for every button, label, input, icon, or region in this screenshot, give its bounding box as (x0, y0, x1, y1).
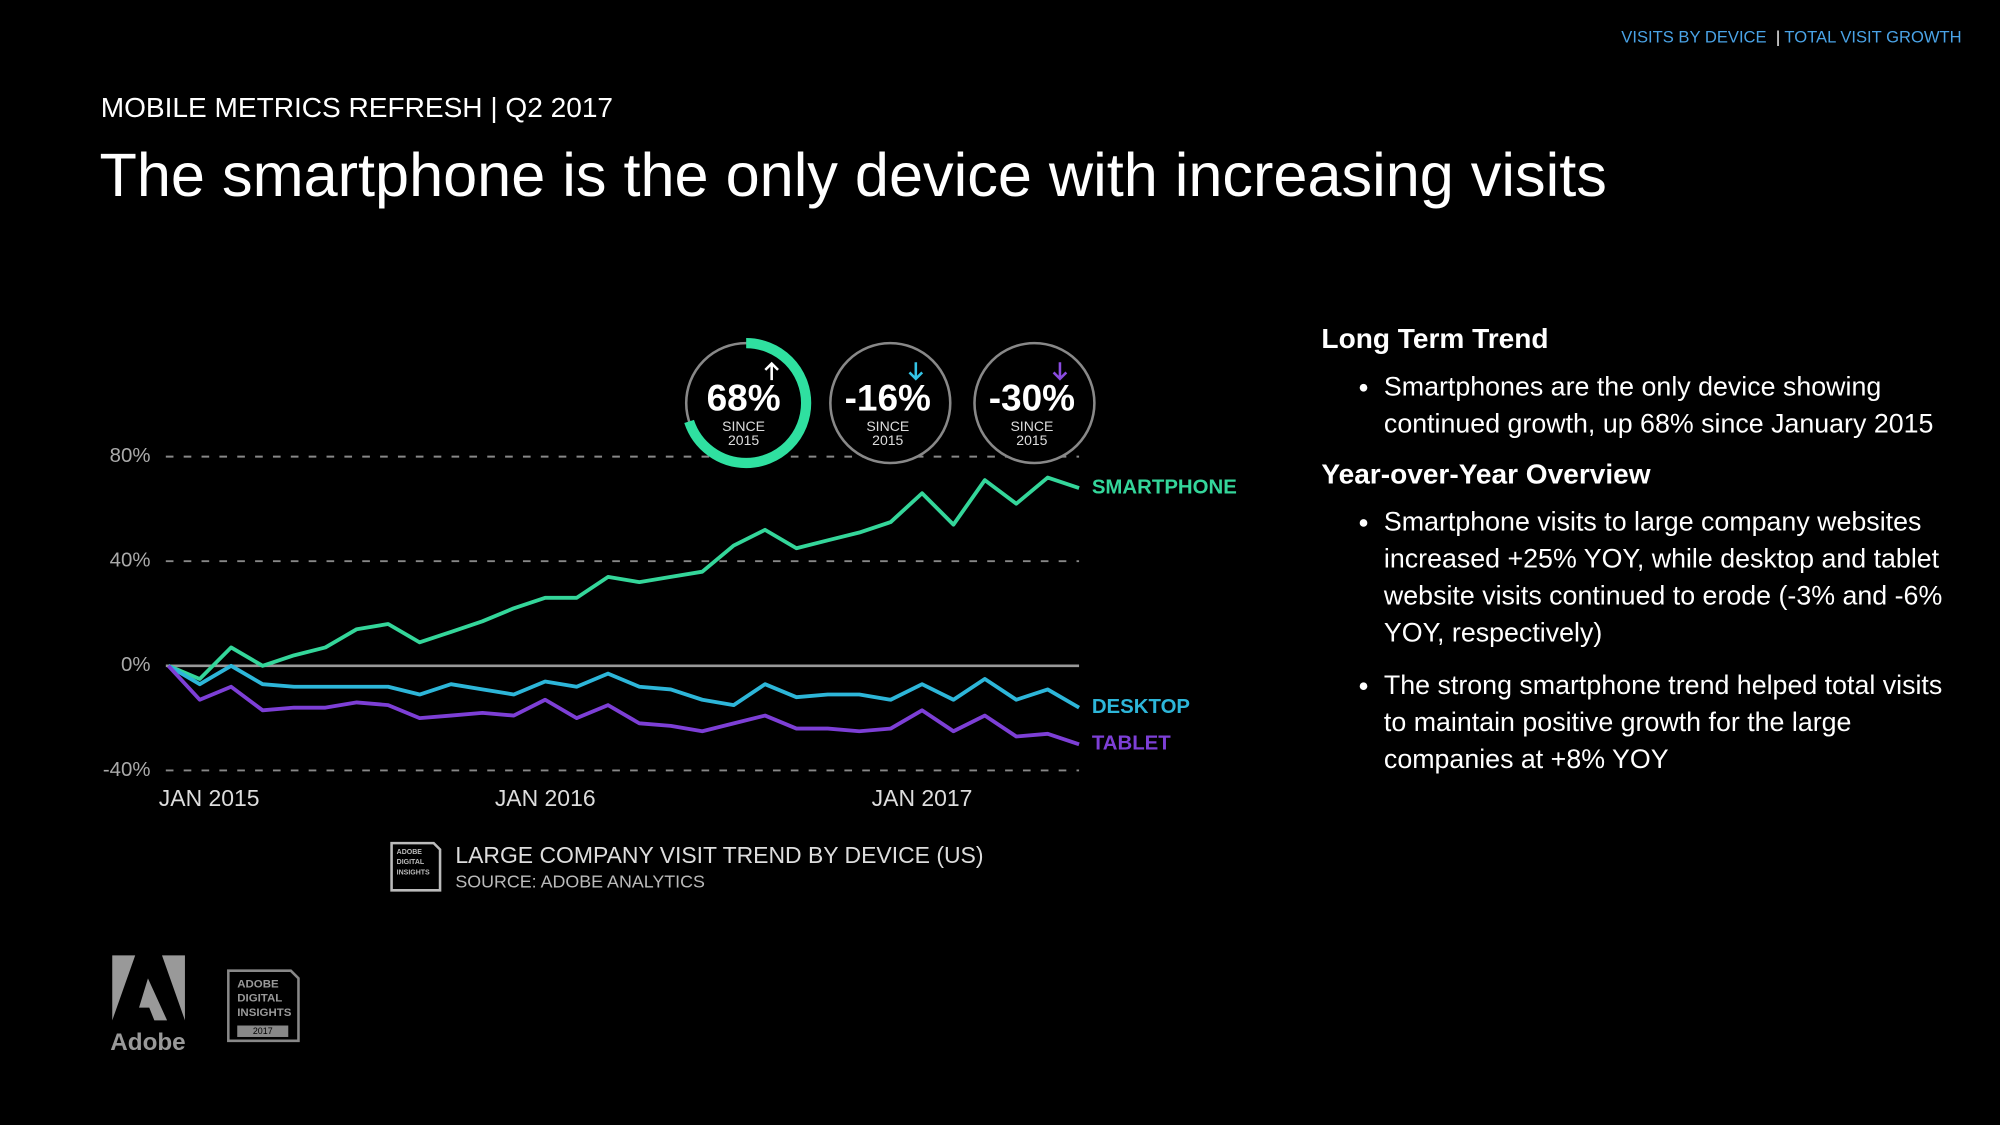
badge-since: SINCE (722, 418, 765, 434)
x-tick-label: JAN 2017 (872, 785, 973, 811)
x-tick-label: JAN 2015 (159, 785, 260, 811)
badge-since: SINCE (1010, 418, 1053, 434)
series-label: DESKTOP (1092, 696, 1190, 718)
badge-text: DIGITAL (237, 993, 282, 1005)
chart: -40% 0% 40% 80% JAN 2015 JAN 2016 JAN 2017 SMAR… (103, 445, 1237, 811)
badge-year: 2015 (1016, 432, 1047, 448)
series-line (167, 475, 1080, 681)
bullet-item: The strong smartphone trend helped total… (1384, 667, 1947, 778)
chart-caption: ADOBE DIGITAL INSIGHTS LARGE COMPANY VIS… (390, 841, 983, 892)
badge-text: ADOBE (237, 979, 279, 991)
badge-arrow (764, 361, 779, 381)
badge-bar (237, 1025, 289, 1037)
badge-arrow (1052, 362, 1068, 381)
text-panel: Long Term Trend Smartphones are the only … (1321, 313, 1946, 912)
badge-text: ADOBE (397, 849, 423, 856)
badge-year: 2015 (728, 432, 759, 448)
slide-title: The smartphone is the only device with i… (99, 141, 1606, 209)
y-tick-label: 80% (110, 445, 151, 467)
section-heading: Long Term Trend (1321, 322, 1549, 355)
insights-badge: ADOBE DIGITAL INSIGHTS 2017 (227, 969, 300, 1043)
bullet-item: Smartphone visits to large company websi… (1384, 504, 1947, 652)
y-tick-label: -40% (103, 759, 151, 781)
badge-value: -16% (845, 377, 931, 418)
badge-text: DIGITAL (397, 859, 425, 866)
chart-source: SOURCE: ADOBE ANALYTICS (455, 871, 705, 891)
kicker: MOBILE METRICS REFRESH | Q2 2017 (101, 92, 613, 123)
logo-text: Adobe (110, 1029, 185, 1056)
nav-link[interactable]: TOTAL VISIT GROWTH (1784, 28, 1961, 47)
series-label: SMARTPHONE (1092, 476, 1237, 498)
badge-text: INSIGHTS (397, 869, 430, 876)
chart-title: LARGE COMPANY VISIT TREND BY DEVICE (US) (455, 842, 983, 868)
y-tick-label: 40% (110, 550, 151, 572)
badge-text: INSIGHTS (237, 1007, 292, 1019)
bullet-list: Smartphones are the only device showing … (1321, 369, 1946, 443)
nav-link[interactable]: VISITS BY DEVICE (1621, 28, 1766, 47)
badge-ring (681, 338, 812, 469)
badge-since: SINCE (866, 418, 909, 434)
series-line (167, 663, 1081, 710)
section-heading: Year-over-Year Overview (1321, 457, 1651, 490)
bullet-list: Smartphone visits to large company websi… (1321, 504, 1946, 778)
adobe-logo: Adobe (110, 955, 186, 1056)
x-tick-label: JAN 2016 (495, 785, 596, 811)
badge-value: -30% (989, 377, 1075, 418)
badge-value: 68% (707, 377, 781, 418)
series-line (166, 664, 1080, 747)
y-tick-label: 0% (121, 654, 150, 676)
bullet-item: Smartphones are the only device showing … (1384, 369, 1947, 443)
nav-separator: | (1776, 28, 1780, 47)
series-label: TABLET (1092, 733, 1171, 755)
badge-year: 2015 (872, 432, 903, 448)
panel: Long Term Trend Smartphones are the only … (1321, 323, 1946, 778)
badge-arrow (908, 362, 924, 381)
badge-text: 2017 (253, 1026, 273, 1036)
